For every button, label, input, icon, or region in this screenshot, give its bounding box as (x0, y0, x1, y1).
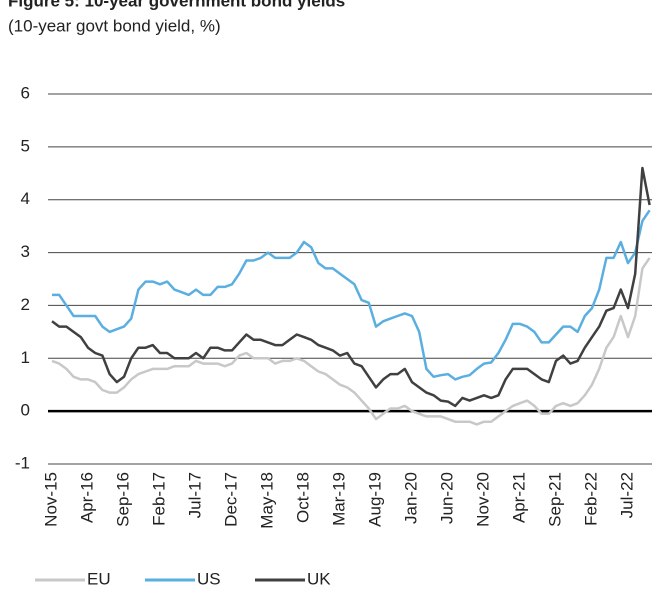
x-tick-label: Aug-19 (365, 472, 384, 527)
x-tick-label: Mar-19 (329, 472, 348, 526)
y-tick-label: 6 (21, 83, 30, 102)
series-line (51, 257, 651, 426)
legend-label: US (197, 569, 221, 588)
chart-subtitle: (10-year govt bond yield, %) (8, 16, 221, 35)
x-tick-label: May-18 (257, 472, 276, 529)
y-tick-label: 3 (21, 242, 30, 261)
x-tick-label: Sep-16 (113, 472, 132, 527)
x-tick-label: Sep-21 (545, 472, 564, 527)
x-tick-label: Feb-22 (581, 472, 600, 526)
y-tick-label: 1 (21, 348, 30, 367)
series-line (52, 209, 651, 381)
y-tick-label: 2 (21, 295, 30, 314)
y-tick-label: 5 (21, 136, 30, 155)
x-tick-label: Jul-17 (185, 472, 204, 518)
legend-label: UK (307, 569, 331, 588)
x-tick-label: Feb-17 (149, 472, 168, 526)
x-tick-label: Jun-20 (437, 472, 456, 524)
x-tick-label: Apr-21 (509, 472, 528, 523)
x-tick-label: Dec-17 (221, 472, 240, 527)
y-tick-label: -1 (15, 453, 30, 472)
x-tick-label: Apr-16 (77, 472, 96, 523)
x-tick-label: Nov-15 (41, 472, 60, 527)
legend-label: EU (87, 569, 111, 588)
x-tick-label: Jan-20 (401, 472, 420, 524)
y-tick-label: 0 (21, 401, 30, 420)
x-tick-label: Nov-20 (473, 472, 492, 527)
chart-title: Figure 5: 10-year government bond yields (8, 0, 345, 10)
y-tick-label: 4 (21, 189, 30, 208)
x-tick-label: Jul-22 (617, 472, 636, 518)
x-tick-label: Oct-18 (293, 472, 312, 523)
series-line (51, 166, 651, 408)
